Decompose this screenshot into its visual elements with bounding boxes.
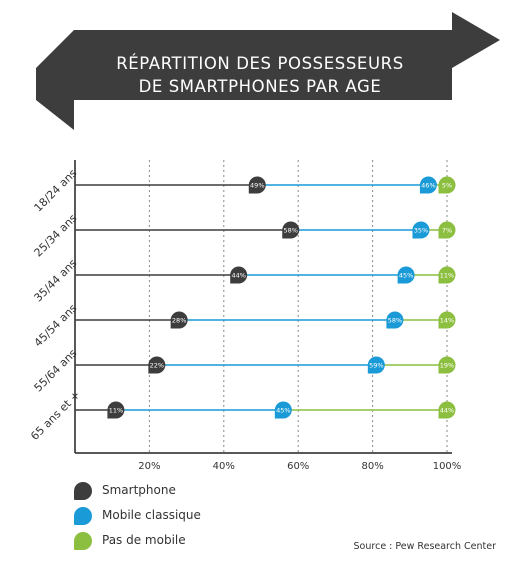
marker-pas-de-mobile-25-34-ans — [438, 221, 456, 239]
legend-marker-smartphone — [74, 482, 92, 500]
data-label-pas-de-mobile-45-54-ans: 14% — [440, 317, 454, 325]
data-label-smartphone-18-24-ans: 49% — [250, 182, 264, 190]
data-label-mobile-classique-35-44-ans: 45% — [399, 272, 413, 280]
x-tick-label-20: 20% — [138, 461, 160, 472]
data-label-mobile-classique-25-34-ans: 35% — [414, 227, 428, 235]
marker-smartphone-45-54-ans — [170, 311, 188, 329]
data-label-pas-de-mobile-25-34-ans: 7% — [442, 227, 452, 235]
x-tick-label-40: 40% — [213, 461, 235, 472]
marker-smartphone-25-34-ans — [282, 221, 300, 239]
chart-title-line-1: RÉPARTITION DES POSSESSEURS — [116, 54, 404, 73]
data-label-mobile-classique-65-ans-et: 45% — [276, 407, 290, 415]
legend-item-smartphone: Smartphone — [74, 482, 274, 504]
data-label-mobile-classique-18-24-ans: 46% — [421, 182, 435, 190]
data-label-smartphone-35-44-ans: 44% — [231, 272, 245, 280]
legend-label-smartphone: Smartphone — [102, 483, 176, 497]
category-label-35-44-ans: 35/44 ans — [32, 256, 80, 304]
category-label-18-24-ans: 18/24 ans — [32, 166, 80, 214]
data-label-mobile-classique-45-54-ans: 58% — [388, 317, 402, 325]
category-label-25-34-ans: 25/34 ans — [32, 211, 80, 259]
marker-smartphone-35-44-ans — [230, 266, 248, 284]
marker-smartphone-18-24-ans — [248, 176, 266, 194]
x-tick-label-100: 100% — [433, 461, 462, 472]
legend-marker-mobile-classique — [74, 507, 92, 525]
legend-item-mobile-classique: Mobile classique — [74, 507, 274, 529]
legend-label-pas-de-mobile: Pas de mobile — [102, 533, 186, 547]
marker-pas-de-mobile-65-ans-et — [438, 401, 456, 419]
marker-mobile-classique-65-ans-et — [274, 401, 292, 419]
marker-mobile-classique-45-54-ans — [386, 311, 404, 329]
marker-mobile-classique-18-24-ans — [419, 176, 437, 194]
marker-mobile-classique-35-44-ans — [397, 266, 415, 284]
category-label-55-64-ans: 55/64 ans — [32, 346, 80, 394]
data-label-smartphone-45-54-ans: 28% — [172, 317, 186, 325]
data-label-smartphone-25-34-ans: 58% — [284, 227, 298, 235]
category-label-45-54-ans: 45/54 ans — [32, 301, 80, 349]
marker-mobile-classique-25-34-ans — [412, 221, 430, 239]
legend-label-mobile-classique: Mobile classique — [102, 508, 201, 522]
marker-pas-de-mobile-18-24-ans — [438, 176, 456, 194]
marker-pas-de-mobile-55-64-ans — [438, 356, 456, 374]
marker-smartphone-55-64-ans — [148, 356, 166, 374]
data-label-pas-de-mobile-65-ans-et: 44% — [440, 407, 454, 415]
data-label-pas-de-mobile-18-24-ans: 5% — [442, 182, 452, 190]
x-tick-label-80: 80% — [361, 461, 383, 472]
x-tick-label-60: 60% — [287, 461, 309, 472]
source-note: Source : Pew Research Center — [353, 541, 496, 552]
data-label-smartphone-55-64-ans: 22% — [150, 362, 164, 370]
marker-smartphone-65-ans-et — [107, 401, 125, 419]
data-label-pas-de-mobile-55-64-ans: 19% — [440, 362, 454, 370]
banner-arrow-shape — [36, 12, 500, 130]
data-label-pas-de-mobile-35-44-ans: 11% — [440, 272, 454, 280]
data-label-mobile-classique-55-64-ans: 59% — [369, 362, 383, 370]
marker-mobile-classique-55-64-ans — [367, 356, 385, 374]
chart-title-line-2: DE SMARTPHONES PAR AGE — [138, 77, 382, 96]
marker-pas-de-mobile-35-44-ans — [438, 266, 456, 284]
legend-marker-pas-de-mobile — [74, 532, 92, 550]
data-label-smartphone-65-ans-et: 11% — [109, 407, 123, 415]
marker-pas-de-mobile-45-54-ans — [438, 311, 456, 329]
dumbbell-chart: 20% 40% 60% 80% 100% 18/24 ans 49% 46% 5% 25/34 a… — [28, 160, 462, 472]
title-banner — [36, 12, 500, 130]
legend-item-pas-de-mobile: Pas de mobile — [74, 532, 274, 554]
